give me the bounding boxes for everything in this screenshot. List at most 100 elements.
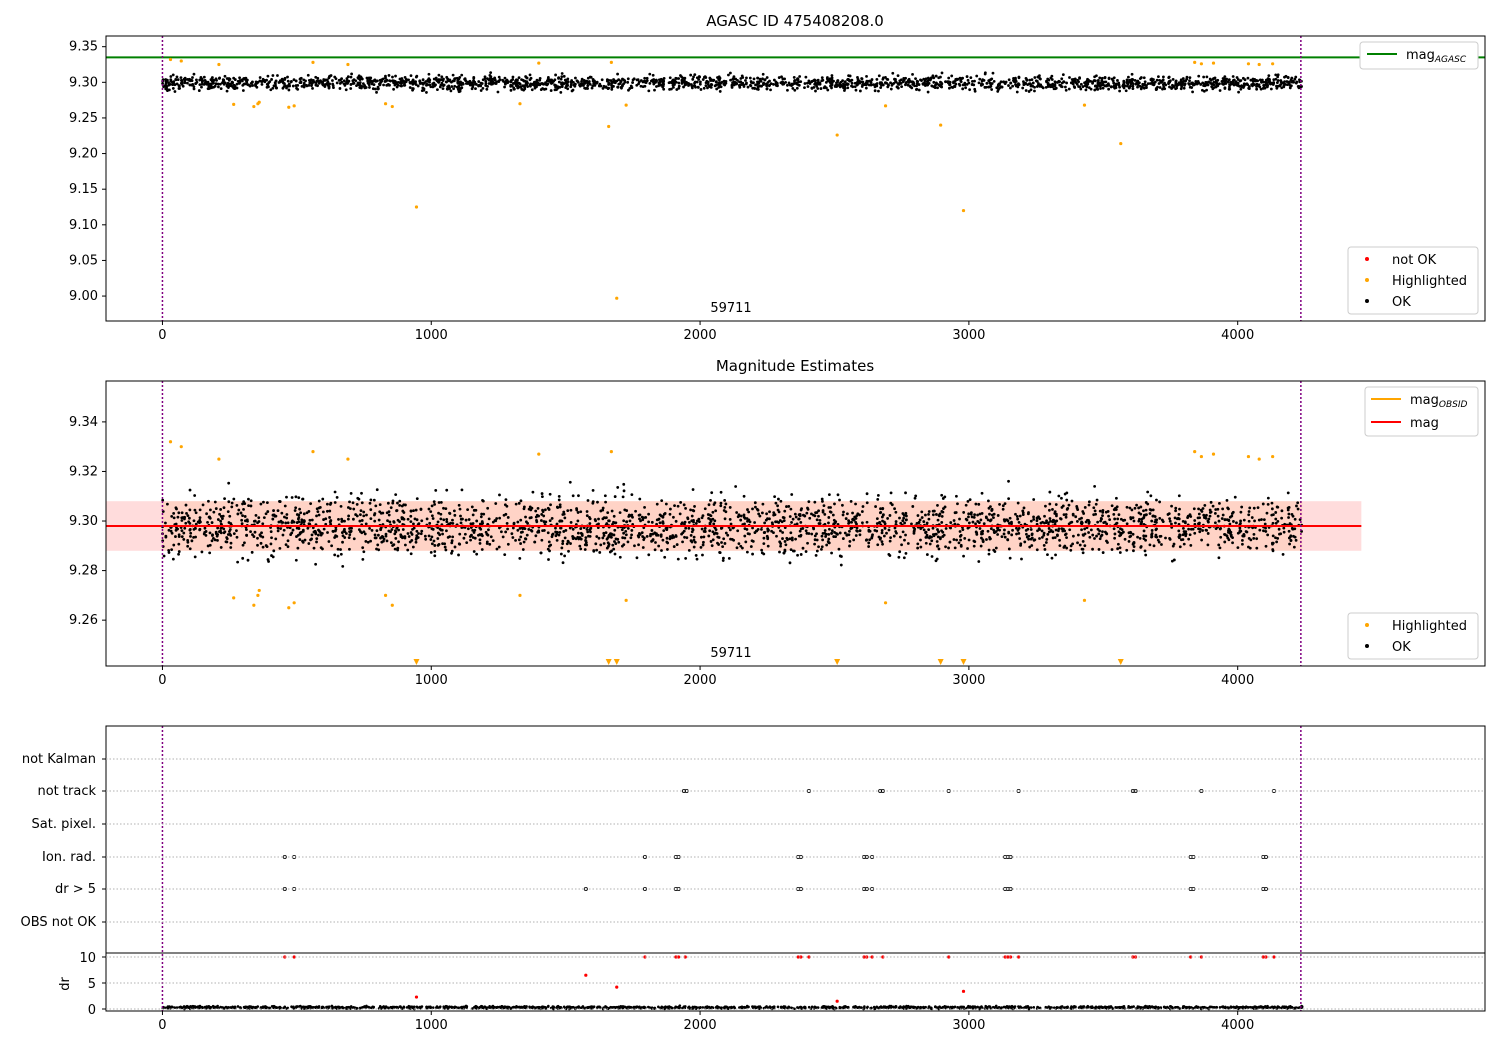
ok-point: [211, 81, 215, 85]
ok-point: [686, 517, 690, 521]
ok-point: [218, 512, 221, 516]
ok-point: [626, 540, 630, 544]
ok-point: [914, 77, 917, 81]
ok-point: [791, 86, 795, 90]
ok-point: [1240, 85, 1243, 89]
ok-point: [901, 80, 905, 84]
ok-point: [514, 502, 518, 506]
ok-point: [583, 86, 587, 90]
ok-point: [988, 512, 991, 516]
ok-point: [935, 513, 938, 516]
ok-point: [228, 514, 232, 518]
ok-point: [848, 544, 851, 548]
ok-point: [1144, 553, 1148, 557]
ok-point: [761, 502, 765, 506]
ok-point: [758, 514, 762, 518]
ok-point: [1247, 545, 1250, 549]
ok-point: [761, 77, 764, 81]
ok-point: [1232, 78, 1236, 82]
ok-point: [562, 74, 566, 78]
ok-point: [1191, 527, 1195, 531]
ok-point: [481, 86, 485, 90]
ok-point: [926, 90, 930, 94]
ok-point: [817, 522, 821, 525]
ok-point: [558, 530, 562, 534]
ok-point: [754, 505, 757, 509]
ok-point: [530, 529, 534, 533]
ok-point: [813, 534, 817, 538]
ok-point: [1174, 82, 1178, 86]
ok-point: [710, 491, 714, 495]
ok-point: [944, 527, 948, 530]
ok-point: [836, 493, 840, 497]
ok-point: [1259, 87, 1263, 91]
ok-point: [843, 85, 847, 89]
ok-point: [1228, 85, 1231, 89]
ok-point: [977, 502, 981, 506]
ok-point: [378, 510, 382, 514]
ok-point: [1160, 79, 1164, 83]
ok-point: [486, 77, 489, 81]
ok-point: [724, 502, 728, 506]
ok-point: [582, 79, 586, 82]
ok-point: [604, 500, 607, 504]
ok-point: [592, 79, 596, 83]
highlighted-point: [624, 598, 628, 602]
ok-point: [651, 532, 655, 536]
ok-point: [1244, 530, 1248, 533]
ok-point: [1239, 521, 1242, 525]
ok-point: [578, 544, 582, 548]
ok-point: [1182, 86, 1186, 90]
ok-point: [1148, 512, 1152, 515]
ok-point: [875, 522, 879, 525]
ok-point: [1032, 515, 1035, 519]
ok-point: [926, 76, 930, 80]
ok-point: [782, 551, 786, 555]
ok-point: [475, 519, 479, 523]
ok-point: [547, 544, 551, 548]
ok-point: [450, 549, 454, 553]
ok-point: [1064, 88, 1068, 92]
ok-point: [1242, 534, 1245, 538]
ok-point: [1184, 530, 1188, 534]
ok-point: [765, 87, 769, 91]
ok-point: [1243, 78, 1247, 82]
ok-point: [355, 502, 359, 506]
ok-point: [1091, 81, 1094, 85]
ok-point: [827, 521, 830, 525]
ok-point: [1085, 83, 1089, 86]
ok-point: [473, 528, 477, 532]
ok-point: [1125, 522, 1129, 526]
ok-point: [616, 85, 620, 89]
ok-point: [505, 504, 509, 508]
ok-point: [1210, 85, 1214, 89]
ok-point: [1236, 81, 1240, 85]
ok-point: [1231, 541, 1234, 545]
ok-point: [680, 80, 684, 84]
ok-point: [1155, 78, 1159, 82]
ok-point: [747, 518, 751, 522]
ok-point: [389, 530, 392, 534]
ok-point: [511, 75, 515, 79]
ok-point: [351, 501, 355, 505]
ok-point: [1110, 504, 1114, 508]
ok-point: [987, 499, 990, 503]
ok-point: [622, 489, 626, 493]
ok-point: [307, 83, 311, 87]
ok-point: [1112, 508, 1116, 512]
ok-point: [457, 90, 461, 94]
ok-point: [756, 80, 759, 84]
ok-point: [327, 540, 331, 543]
ok-point: [613, 528, 617, 532]
ok-point: [1214, 527, 1218, 531]
ok-point: [1252, 533, 1256, 536]
ok-point: [1188, 533, 1192, 537]
ok-point: [450, 551, 453, 555]
ok-point: [711, 530, 715, 534]
ok-point: [699, 80, 702, 84]
ok-point: [383, 79, 387, 83]
ok-point: [1059, 517, 1063, 521]
ok-point: [281, 80, 285, 84]
ok-point: [1002, 80, 1005, 84]
ok-point: [192, 87, 196, 91]
